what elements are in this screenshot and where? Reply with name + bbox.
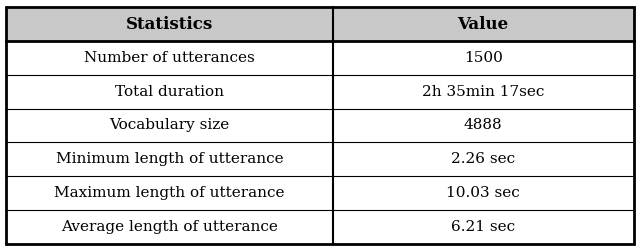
Text: Number of utterances: Number of utterances [84, 51, 255, 65]
Text: 6.21 sec: 6.21 sec [451, 220, 515, 234]
Text: 2h 35min 17sec: 2h 35min 17sec [422, 85, 544, 99]
Text: Value: Value [458, 16, 509, 33]
Text: Total duration: Total duration [115, 85, 224, 99]
Text: 4888: 4888 [464, 119, 502, 132]
Text: Minimum length of utterance: Minimum length of utterance [56, 152, 284, 166]
Text: Vocabulary size: Vocabulary size [109, 119, 230, 132]
Text: Maximum length of utterance: Maximum length of utterance [54, 186, 285, 200]
Text: 1500: 1500 [463, 51, 502, 65]
Text: Statistics: Statistics [126, 16, 213, 33]
Text: 10.03 sec: 10.03 sec [446, 186, 520, 200]
Bar [6, 7, 634, 41]
Text: Average length of utterance: Average length of utterance [61, 220, 278, 234]
Text: 2.26 sec: 2.26 sec [451, 152, 515, 166]
